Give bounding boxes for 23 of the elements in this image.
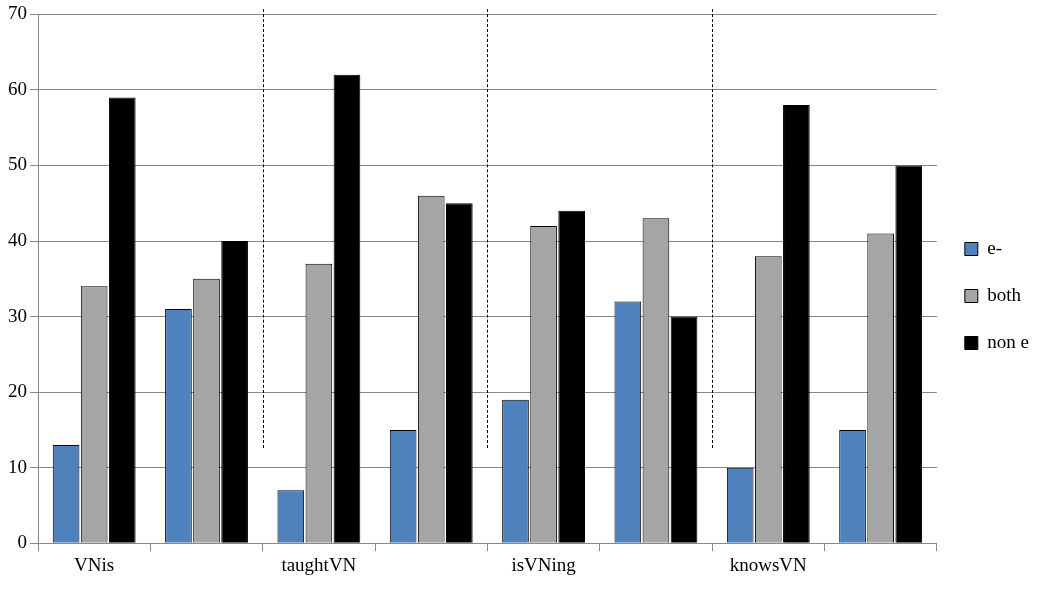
legend-label: non e — [987, 330, 1029, 352]
y-tick-label: 40 — [8, 229, 27, 251]
bar — [221, 241, 248, 543]
bar — [783, 105, 810, 543]
y-tick-label: 30 — [8, 304, 27, 326]
bar — [333, 74, 361, 543]
y-tick-label: 70 — [8, 2, 27, 24]
y-tick-label: 50 — [8, 153, 27, 175]
y-tick-label: 0 — [17, 531, 27, 553]
x-tick-label: taughtVN — [281, 553, 357, 575]
bar — [558, 210, 586, 543]
x-tick-label: knowsVN — [729, 553, 808, 575]
legend-label: both — [987, 283, 1022, 305]
y-tick-label: 60 — [8, 77, 27, 99]
x-tick-label: isVNing — [511, 553, 577, 575]
bar — [108, 97, 136, 543]
legend-label: e- — [987, 236, 1003, 258]
x-tick-label: VNis — [74, 553, 115, 575]
y-tick-label: 20 — [8, 380, 27, 402]
y-tick-label: 10 — [8, 455, 27, 477]
bar — [895, 165, 923, 543]
bar — [670, 316, 698, 543]
bar — [445, 203, 473, 543]
